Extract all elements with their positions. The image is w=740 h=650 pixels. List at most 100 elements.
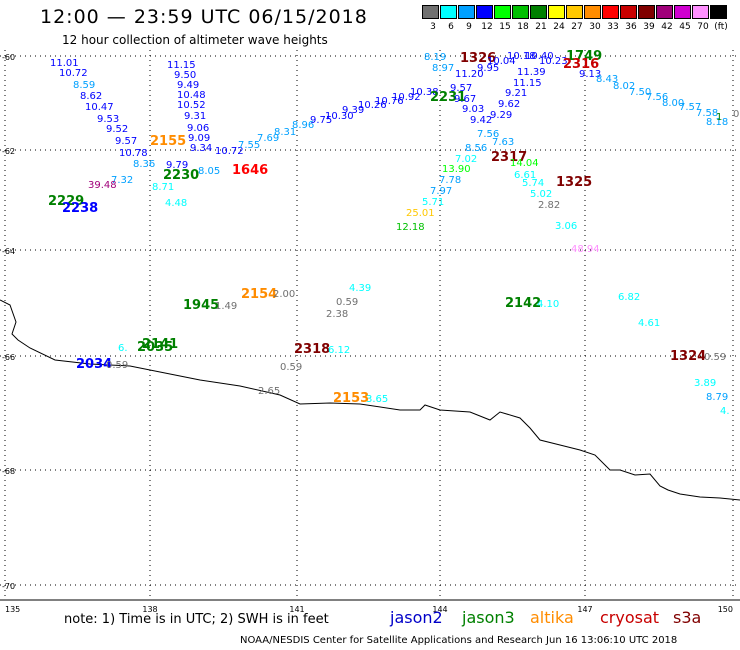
wave-height-value: 9.06: [187, 123, 209, 134]
wave-height-value: 7.32: [111, 175, 133, 186]
wave-height-value: 9.39: [342, 105, 364, 116]
wave-height-value: 9.57: [450, 83, 472, 94]
wave-height-value: 8.19: [424, 52, 446, 63]
pass-time-label: 2229: [48, 194, 84, 209]
legend-swatch: [710, 5, 727, 19]
legend-label: 15: [499, 22, 511, 32]
pass-time-label: 2141: [142, 337, 178, 352]
legend-label: 6: [448, 22, 454, 32]
legend-label: 70: [697, 22, 709, 32]
latitude-label: -66: [2, 353, 15, 362]
wave-height-value: 9.09: [188, 133, 210, 144]
wave-height-value: 48.94: [571, 244, 600, 255]
legend-swatch: [602, 5, 619, 19]
wave-height-value: 7.78: [439, 175, 461, 186]
wave-height-value: 2.65: [258, 386, 280, 397]
wave-height-value: 4.48: [165, 198, 187, 209]
wave-height-value: 9.42: [470, 115, 492, 126]
wave-height-value: 6.12: [328, 345, 350, 356]
wave-height-value: 0.59: [336, 297, 358, 308]
wave-height-value: 6.82: [618, 292, 640, 303]
legend-label: 9: [466, 22, 472, 32]
mission-label-jason3: jason3: [462, 608, 515, 627]
legend-swatch: [584, 5, 601, 19]
wave-height-value: 10.23: [539, 56, 568, 67]
wave-height-value: 8.59: [73, 80, 95, 91]
wave-height-value: 4.61: [638, 318, 660, 329]
longitude-label: 144: [432, 605, 447, 614]
wave-height-value: 10.18: [507, 51, 536, 62]
pass-time-label: 2318: [294, 342, 330, 357]
wave-height-value: 10.76: [375, 96, 404, 107]
longitude-label: 135: [5, 605, 20, 614]
legend-label: 30: [589, 22, 601, 32]
legend-swatch: [620, 5, 637, 19]
wave-height-value: 9.13: [579, 69, 601, 80]
legend-swatch: [512, 5, 529, 19]
longitude-label: 141: [289, 605, 304, 614]
legend-label: 45: [679, 22, 691, 32]
pass-time-label: 2035: [137, 340, 173, 355]
wave-height-value: 6.: [118, 343, 128, 354]
wave-height-value: 3.89: [694, 378, 716, 389]
pass-time-label: 2231: [430, 90, 466, 105]
wave-height-value: 10.30: [325, 111, 354, 122]
wave-height-value: 8.31: [274, 127, 296, 138]
wave-height-value: 9.79: [166, 160, 188, 171]
wave-height-value: 8.43: [596, 74, 618, 85]
pass-time-label: 1749: [566, 49, 602, 64]
mission-label-jason2: jason2: [390, 608, 443, 627]
wave-height-value: 9.03: [462, 104, 484, 115]
wave-height-value: 13.90: [442, 164, 471, 175]
wave-height-value: 8.96: [292, 120, 314, 131]
legend-swatch: [548, 5, 565, 19]
wave-height-value: 9.31: [184, 111, 206, 122]
legend-label: 36: [625, 22, 637, 32]
wave-height-value: 4.10: [537, 299, 559, 310]
legend-label: 18: [517, 22, 529, 32]
legend-swatch: [530, 5, 547, 19]
wave-height-value: 5.02: [530, 189, 552, 200]
wave-height-value: 3.65: [366, 394, 388, 405]
legend-label: 21: [535, 22, 547, 32]
wave-height-value: 8.56: [465, 143, 487, 154]
wave-height-value: 5.74: [522, 178, 544, 189]
wave-height-value: 7.50: [629, 87, 651, 98]
wave-height-value: 9.49: [177, 80, 199, 91]
wave-height-value: 8.02: [613, 81, 635, 92]
pass-time-label: 2142: [505, 296, 541, 311]
wave-height-value: 7.02: [455, 154, 477, 165]
legend-swatch: [440, 5, 457, 19]
legend-swatch: [692, 5, 709, 19]
wave-height-value: 3.06: [555, 221, 577, 232]
legend-swatch: [566, 5, 583, 19]
pass-time-label: 2317: [491, 150, 527, 165]
wave-height-value: 7.57: [679, 102, 701, 113]
legend-swatch: [476, 5, 493, 19]
wave-height-value: 6.61: [514, 170, 536, 181]
wave-height-value: 10.26: [358, 100, 387, 111]
pass-time-label: 2230: [163, 168, 199, 183]
legend-swatch: [656, 5, 673, 19]
wave-height-value: 2.00: [273, 289, 295, 300]
longitude-label: 138: [142, 605, 157, 614]
wave-height-value: 10.48: [177, 90, 206, 101]
mission-label-s3a: s3a: [673, 608, 702, 627]
pass-time-label: 1326: [460, 51, 496, 66]
mission-label-altika: altika: [530, 608, 574, 627]
footer-credit: NOAA/NESDIS Center for Satellite Applica…: [240, 635, 678, 646]
wave-height-value: 9.62: [498, 99, 520, 110]
wave-height-value: 0.59: [733, 109, 740, 120]
wave-height-value: 5.71: [422, 197, 444, 208]
legend-label: 24: [553, 22, 565, 32]
footer-note: note: 1) Time is in UTC; 2) SWH is in fe…: [64, 612, 329, 627]
wave-height-value: 2.38: [326, 309, 348, 320]
wave-height-value: 4.: [720, 406, 730, 417]
wave-height-value: 4.39: [349, 283, 371, 294]
wave-height-value: 12.18: [396, 222, 425, 233]
wave-height-value: 9.95: [477, 63, 499, 74]
wave-height-value: 25.01: [406, 208, 435, 219]
wave-height-value: 39.48: [88, 180, 117, 191]
legend-swatch: [458, 5, 475, 19]
